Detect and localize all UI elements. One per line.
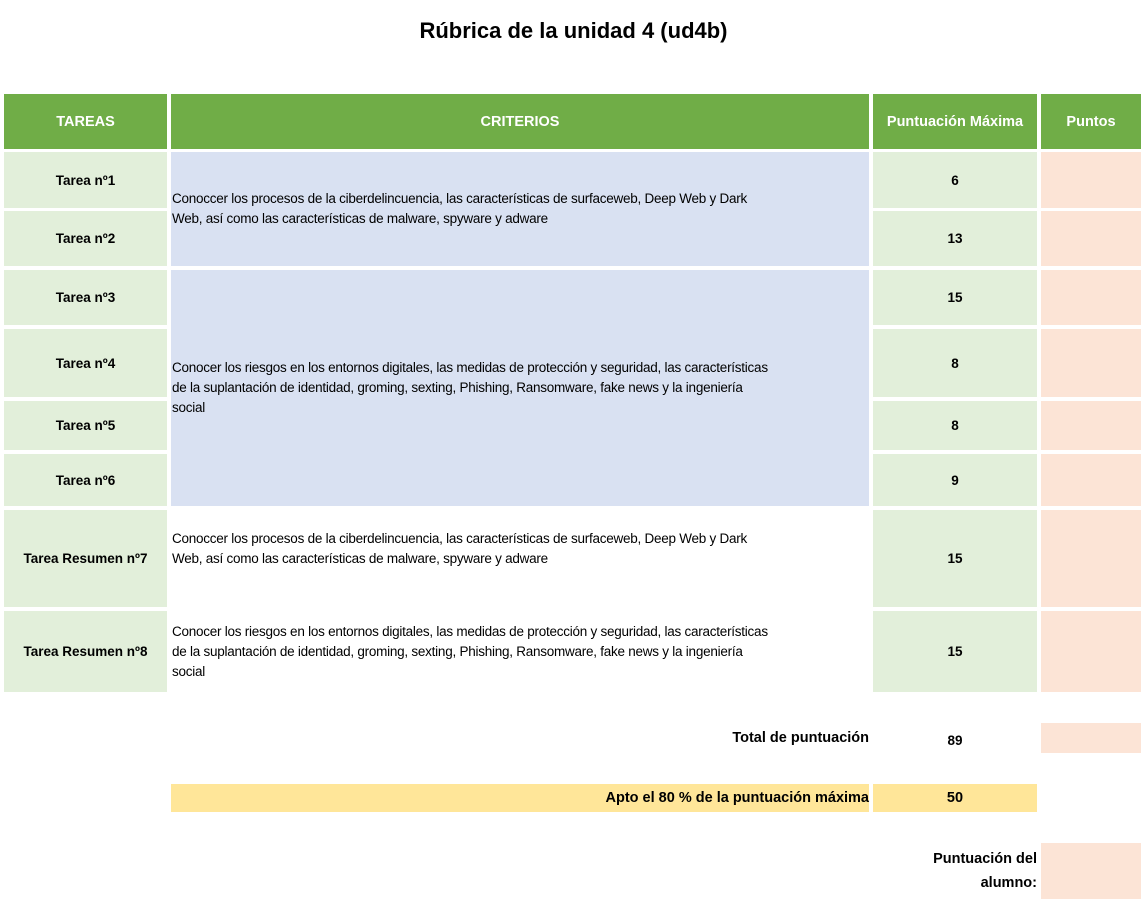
- header-puntuacion-maxima: Puntuación Máxima: [873, 94, 1037, 149]
- task-cell: Tarea Resumen nº7: [4, 510, 167, 607]
- task-cell: Tarea Resumen nº8: [4, 611, 167, 692]
- task-cell: Tarea nº1: [4, 152, 167, 208]
- max-cell: 15: [873, 270, 1037, 325]
- total-points-input[interactable]: [1041, 723, 1141, 753]
- task-cell: Tarea nº2: [4, 211, 167, 266]
- header-puntos: Puntos: [1041, 94, 1141, 149]
- criteria-cell-b: Conocer los riesgos en los entornos digi…: [171, 270, 869, 506]
- task-cell: Tarea nº4: [4, 329, 167, 397]
- points-input[interactable]: [1041, 329, 1141, 397]
- apto-value: 50: [873, 784, 1037, 812]
- max-cell: 15: [873, 510, 1037, 607]
- page-title: Rúbrica de la unidad 4 (ud4b): [419, 18, 728, 43]
- alumno-score-input[interactable]: [1041, 843, 1141, 899]
- apto-label: Apto el 80 % de la puntuación máxima: [171, 784, 869, 812]
- task-cell: Tarea nº3: [4, 270, 167, 325]
- max-cell: 13: [873, 211, 1037, 266]
- alumno-label: Puntuación del alumno:: [933, 851, 1037, 891]
- criteria-cell-a-resumen: Conoccer los procesos de la ciberdelincu…: [171, 510, 869, 607]
- points-input[interactable]: [1041, 152, 1141, 208]
- total-value: 89: [947, 732, 963, 748]
- points-input[interactable]: [1041, 401, 1141, 450]
- criteria-cell-b-resumen: Conocer los riesgos en los entornos digi…: [171, 611, 869, 692]
- criteria-cell-a: Conoccer los procesos de la ciberdelincu…: [171, 152, 869, 266]
- total-label: Total de puntuación: [732, 730, 869, 746]
- points-input[interactable]: [1041, 611, 1141, 692]
- header-tareas: TAREAS: [4, 94, 167, 149]
- header-criterios: CRITERIOS: [171, 94, 869, 149]
- points-input[interactable]: [1041, 454, 1141, 506]
- max-cell: 8: [873, 401, 1037, 450]
- points-input[interactable]: [1041, 211, 1141, 266]
- task-cell: Tarea nº5: [4, 401, 167, 450]
- max-cell: 8: [873, 329, 1037, 397]
- points-input[interactable]: [1041, 510, 1141, 607]
- max-cell: 9: [873, 454, 1037, 506]
- task-cell: Tarea nº6: [4, 454, 167, 506]
- points-input[interactable]: [1041, 270, 1141, 325]
- max-cell: 6: [873, 152, 1037, 208]
- max-cell: 15: [873, 611, 1037, 692]
